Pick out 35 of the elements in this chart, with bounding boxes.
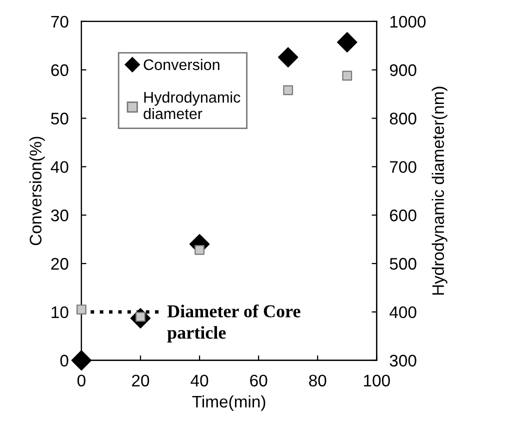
x-tick-label: 40	[190, 374, 208, 386]
point	[76, 304, 86, 314]
y2-tick-label: 900	[390, 64, 416, 76]
point	[342, 70, 352, 81]
y-axis-title: Conversion(%)	[29, 136, 45, 246]
y-tick-label: 50	[51, 112, 68, 124]
point	[71, 350, 92, 370]
y2-axis-title: Hydrodynamic diameter(nm)	[432, 86, 448, 295]
y2-tick-label: 600	[390, 210, 416, 222]
point	[194, 245, 204, 255]
point	[283, 85, 294, 96]
y2-tick-label: 1000	[390, 16, 426, 28]
y2-tick-label: 400	[390, 306, 416, 318]
y2-tick-label: 500	[390, 258, 416, 270]
x-tick-label: 0	[77, 374, 86, 386]
y-tick-label: 0	[60, 354, 68, 367]
y-tick-label: 70	[51, 16, 68, 28]
legend-label: Conversion	[144, 58, 220, 70]
x-tick-label: 20	[132, 374, 150, 386]
x-tick-label: 100	[364, 374, 390, 386]
x-tick-label: 60	[250, 374, 268, 386]
y-tick-label: 60	[51, 64, 68, 76]
y-tick-label: 20	[51, 258, 68, 270]
point	[337, 32, 358, 52]
y-tick-label: 40	[50, 161, 68, 173]
x-tick-label: 80	[309, 374, 326, 386]
point	[278, 47, 298, 68]
y2-tick-label: 700	[390, 161, 416, 173]
y-tick-label: 30	[51, 210, 68, 222]
ref-line-label: Diameter of Core particle	[167, 304, 300, 342]
x-axis-title: Time(min)	[192, 395, 266, 411]
y-tick-label: 10	[52, 306, 68, 318]
y2-tick-label: 800	[390, 112, 416, 124]
y2-tick-label: 300	[390, 354, 416, 367]
legend-label: Hydrodynamic diameter	[144, 92, 240, 120]
